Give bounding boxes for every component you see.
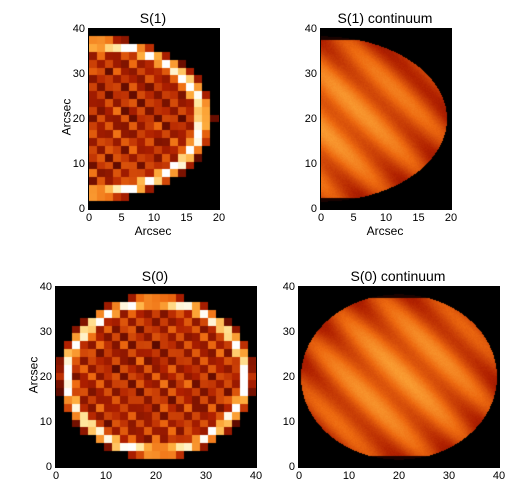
ytick: 0 — [311, 203, 317, 215]
ytick: 40 — [40, 281, 52, 293]
panel-title: S(1) continuum — [320, 10, 450, 26]
ytick: 30 — [73, 68, 85, 80]
ytick: 20 — [73, 113, 85, 125]
xtick: 40 — [250, 470, 262, 482]
figure-container: S(1)05101520010203040ArcsecArcsecS(1) co… — [0, 0, 527, 500]
x-axis-label: Arcsec — [88, 224, 218, 238]
plot-area: 010203040010203040 — [55, 286, 257, 468]
xtick: 20 — [445, 212, 457, 224]
xtick: 20 — [150, 470, 162, 482]
xtick: 20 — [393, 470, 405, 482]
heatmap-canvas — [299, 287, 499, 467]
xtick: 5 — [350, 212, 356, 224]
ytick: 40 — [305, 23, 317, 35]
panel-title: S(1) — [88, 10, 218, 26]
xtick: 20 — [213, 212, 225, 224]
ytick: 40 — [283, 281, 295, 293]
ytick: 0 — [79, 203, 85, 215]
xtick: 0 — [86, 212, 92, 224]
xtick: 10 — [343, 470, 355, 482]
ytick: 10 — [40, 416, 52, 428]
ytick: 40 — [73, 23, 85, 35]
xtick: 0 — [296, 470, 302, 482]
heatmap-canvas — [56, 287, 256, 467]
ytick: 10 — [283, 416, 295, 428]
panel-s1c: S(1) continuum05101520010203040Arcsec — [320, 10, 452, 210]
heatmap-canvas — [321, 29, 451, 209]
panel-s0c: S(0) continuum 010203040010203040 — [298, 268, 500, 468]
x-axis-label: Arcsec — [320, 224, 450, 238]
panel-title: S(0) — [55, 268, 255, 284]
plot-area: 05101520010203040 — [320, 28, 452, 210]
ytick: 30 — [305, 68, 317, 80]
ytick: 20 — [283, 371, 295, 383]
xtick: 5 — [118, 212, 124, 224]
y-axis-label: Arcsec — [26, 357, 40, 394]
xtick: 40 — [493, 470, 505, 482]
heatmap-canvas — [89, 29, 219, 209]
ytick: 30 — [40, 326, 52, 338]
xtick: 10 — [100, 470, 112, 482]
xtick: 0 — [318, 212, 324, 224]
ytick: 10 — [73, 158, 85, 170]
xtick: 10 — [148, 212, 160, 224]
xtick: 10 — [380, 212, 392, 224]
plot-area: 010203040010203040 — [298, 286, 500, 468]
panel-title: S(0) continuum — [298, 268, 498, 284]
ytick: 20 — [305, 113, 317, 125]
y-axis-label: Arcsec — [59, 99, 73, 136]
ytick: 10 — [305, 158, 317, 170]
plot-area: 05101520010203040 — [88, 28, 220, 210]
xtick: 15 — [180, 212, 192, 224]
xtick: 15 — [412, 212, 424, 224]
panel-s1: S(1)05101520010203040ArcsecArcsec — [88, 10, 220, 210]
xtick: 30 — [200, 470, 212, 482]
ytick: 0 — [46, 461, 52, 473]
ytick: 20 — [40, 371, 52, 383]
ytick: 30 — [283, 326, 295, 338]
xtick: 30 — [443, 470, 455, 482]
panel-s0: S(0)010203040010203040Arcsec — [55, 268, 257, 468]
ytick: 0 — [289, 461, 295, 473]
xtick: 0 — [53, 470, 59, 482]
